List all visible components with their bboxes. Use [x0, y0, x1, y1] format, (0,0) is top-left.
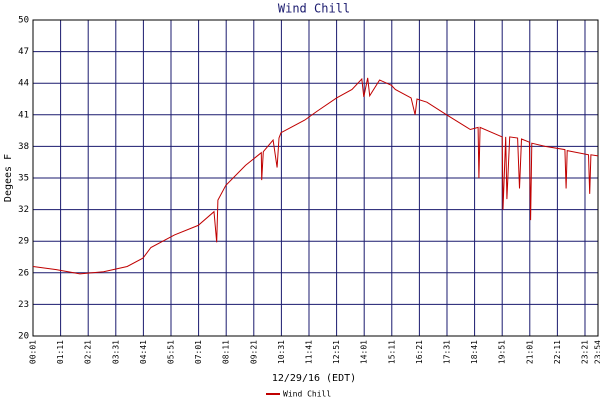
x-tick-label: 09:21 — [249, 340, 258, 364]
x-tick-label: 01:11 — [56, 340, 65, 364]
x-tick-label: 12:51 — [332, 340, 341, 364]
x-tick-label: 00:01 — [29, 340, 38, 364]
x-tick-label: 07:01 — [194, 340, 203, 364]
y-tick-label: 50 — [18, 16, 29, 26]
x-tick-label: 15:11 — [387, 340, 396, 364]
x-tick-label: 21:01 — [525, 340, 534, 364]
x-axis-label: 12/29/16 (EDT) — [272, 373, 356, 384]
y-tick-label: 35 — [18, 174, 29, 184]
x-tick-label: 08:11 — [222, 340, 231, 364]
x-tick-label: 14:01 — [360, 340, 369, 364]
y-tick-label: 32 — [18, 205, 29, 215]
x-tick-label: 16:21 — [415, 340, 424, 364]
y-tick-label: 20 — [18, 332, 29, 342]
x-tick-label: 18:41 — [470, 340, 479, 364]
y-tick-label: 38 — [18, 142, 29, 152]
x-tick-label: 03:31 — [111, 340, 120, 364]
x-tick-label: 04:41 — [139, 340, 148, 364]
x-tick-label: 17:31 — [442, 340, 451, 364]
x-tick-label: 05:51 — [166, 340, 175, 364]
y-tick-label: 23 — [18, 300, 29, 310]
x-tick-label: 23:54 — [594, 340, 600, 364]
x-tick-label: 11:41 — [304, 340, 313, 364]
line-series — [33, 78, 598, 274]
x-tick-label: 10:31 — [277, 340, 286, 364]
y-tick-label: 44 — [18, 79, 29, 89]
x-tick-label: 19:51 — [498, 340, 507, 364]
y-tick-label: 41 — [18, 110, 29, 120]
x-tick-label: 22:11 — [553, 340, 562, 364]
legend-label: Wind Chill — [283, 390, 331, 399]
x-tick-label: 23:21 — [580, 340, 589, 364]
y-tick-label: 26 — [18, 268, 29, 278]
y-tick-label: 29 — [18, 237, 29, 247]
y-axis-label: Degees F — [3, 154, 14, 202]
x-tick-label: 02:21 — [84, 340, 93, 364]
y-tick-label: 47 — [18, 47, 29, 57]
chart-title: Wind Chill — [278, 2, 350, 16]
